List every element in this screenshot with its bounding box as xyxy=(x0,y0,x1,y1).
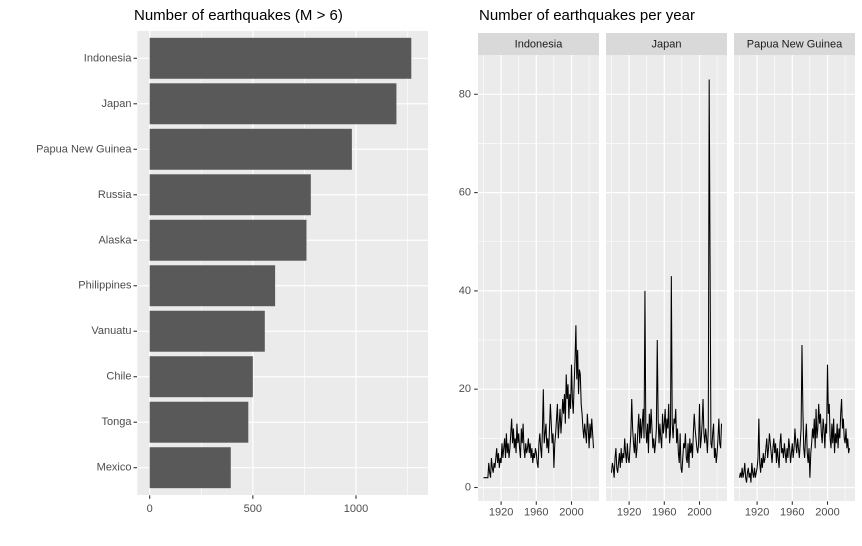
y-tick-label: 40 xyxy=(459,285,471,297)
bar xyxy=(149,128,352,170)
category-label: Tonga xyxy=(102,416,133,428)
bar xyxy=(149,83,397,125)
category-label: Chile xyxy=(106,371,131,383)
bar xyxy=(149,219,307,261)
bar xyxy=(149,265,276,307)
category-label: Mexico xyxy=(97,462,132,474)
bar xyxy=(149,447,231,489)
bar xyxy=(149,310,265,352)
y-tick-label: 80 xyxy=(459,88,471,100)
bar-chart-title: Number of earthquakes (M > 6) xyxy=(134,7,343,24)
category-label: Alaska xyxy=(98,234,132,246)
category-label: Indonesia xyxy=(84,52,133,64)
category-label: Philippines xyxy=(78,280,132,292)
facet-label: Indonesia xyxy=(515,39,564,51)
x-tick-label: 1000 xyxy=(344,503,368,515)
facet-label: Japan xyxy=(652,39,682,51)
series-line xyxy=(483,325,595,479)
x-tick-label: 1920 xyxy=(745,507,769,519)
x-tick-label: 0 xyxy=(147,503,153,515)
y-tick-label: 0 xyxy=(465,482,471,494)
category-label: Papua New Guinea xyxy=(36,143,132,155)
x-tick-label: 1920 xyxy=(617,507,641,519)
x-tick-label: 2000 xyxy=(687,507,711,519)
category-label: Japan xyxy=(102,98,132,110)
x-tick-label: 2000 xyxy=(815,507,839,519)
category-label: Vanuatu xyxy=(91,325,131,337)
line-panel-background xyxy=(734,55,855,501)
facet-label: Papua New Guinea xyxy=(747,39,843,51)
x-tick-label: 1960 xyxy=(652,507,676,519)
bar xyxy=(149,37,412,79)
bar xyxy=(149,174,311,216)
category-label: Russia xyxy=(98,189,133,201)
x-tick-label: 1920 xyxy=(489,507,513,519)
x-tick-label: 500 xyxy=(244,503,262,515)
series-line xyxy=(738,344,851,483)
bar xyxy=(149,401,249,443)
x-tick-label: 2000 xyxy=(559,507,583,519)
bar xyxy=(149,356,253,398)
x-tick-label: 1960 xyxy=(780,507,804,519)
facet-strip xyxy=(606,33,727,55)
facet-strip xyxy=(734,33,855,55)
x-tick-label: 1960 xyxy=(524,507,548,519)
series-line xyxy=(610,79,723,478)
line-chart-title: Number of earthquakes per year xyxy=(479,7,695,24)
y-tick-label: 20 xyxy=(459,383,471,395)
line-panel-background xyxy=(478,55,599,501)
facet-strip xyxy=(478,33,599,55)
y-tick-label: 60 xyxy=(459,187,471,199)
